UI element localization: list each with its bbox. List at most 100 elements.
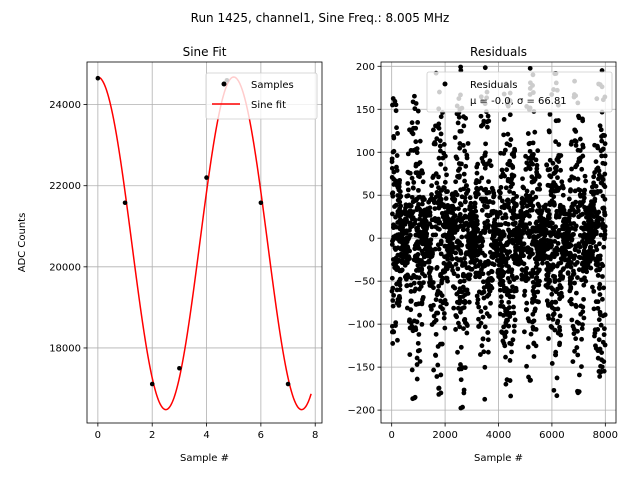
residual-point <box>434 266 440 271</box>
residual-point <box>532 308 538 314</box>
residual-point <box>536 256 542 262</box>
residual-point <box>474 170 480 176</box>
residual-point <box>574 260 580 265</box>
residual-point <box>481 349 487 355</box>
residual-point <box>597 286 602 291</box>
residual-point <box>511 288 517 294</box>
residual-point <box>408 307 414 313</box>
residual-point <box>422 273 428 279</box>
residual-point <box>560 252 566 258</box>
legend-residuals-marker <box>442 81 448 87</box>
residual-point <box>430 250 435 256</box>
residual-point <box>405 181 411 186</box>
residual-point <box>411 280 417 286</box>
residual-point <box>595 254 601 259</box>
residual-point <box>573 143 579 148</box>
residual-point <box>527 65 533 71</box>
residual-point <box>409 175 415 181</box>
residual-point <box>507 189 512 194</box>
residual-point <box>390 303 396 309</box>
residual-point <box>451 305 457 311</box>
legend-residuals-stats: μ = -0.0, σ = 66.81 <box>470 96 567 107</box>
residual-point <box>458 250 464 256</box>
residual-point <box>407 170 413 176</box>
residual-point <box>461 123 467 129</box>
residuals-ticks: 0 2000 4000 6000 8000 −200 −150 −100 −50 0 50 100 15… <box>348 62 619 441</box>
residual-point <box>411 257 417 263</box>
residual-point <box>571 271 577 277</box>
residual-point <box>531 354 537 359</box>
residual-point <box>393 255 399 261</box>
residual-point <box>546 129 552 135</box>
residual-point <box>599 369 604 374</box>
residual-point <box>557 296 563 302</box>
residual-point <box>533 220 539 226</box>
residual-point <box>556 277 562 283</box>
residual-point <box>461 305 467 310</box>
residual-point <box>491 194 496 200</box>
residual-point <box>567 298 573 304</box>
residuals-x-tick-label: 2000 <box>432 430 457 441</box>
sine-fit-y-tick-label: 22000 <box>49 181 81 192</box>
residual-point <box>438 251 444 257</box>
residual-point <box>484 311 490 317</box>
residuals-axes-frame <box>380 61 617 424</box>
residual-point <box>399 227 404 233</box>
residual-point <box>440 155 446 161</box>
residual-point <box>507 358 513 363</box>
residual-point <box>552 182 558 188</box>
residual-point <box>514 194 520 199</box>
residual-point <box>476 324 481 329</box>
residual-point <box>486 118 492 124</box>
residual-point <box>413 147 419 152</box>
residual-point <box>457 166 463 172</box>
residual-point <box>594 190 600 196</box>
residual-point <box>506 205 512 210</box>
residual-point <box>577 232 583 238</box>
residual-point <box>472 231 478 237</box>
residual-point <box>509 349 514 355</box>
residual-point <box>525 344 531 350</box>
residual-point <box>438 161 444 167</box>
residual-point <box>521 253 526 259</box>
residual-point <box>469 255 475 261</box>
residual-point <box>417 138 423 144</box>
residual-point <box>440 233 446 239</box>
residual-point <box>405 244 410 250</box>
residual-point <box>535 261 540 267</box>
residual-point <box>441 202 446 208</box>
residual-point <box>554 375 560 381</box>
residual-point <box>477 274 482 280</box>
residual-point <box>504 167 510 173</box>
residual-point <box>405 187 411 193</box>
residual-point <box>438 304 443 310</box>
residual-point <box>434 374 440 379</box>
residual-point <box>581 282 587 288</box>
residual-point <box>516 245 522 251</box>
residual-point <box>578 193 584 199</box>
residual-point <box>438 390 444 396</box>
residual-point <box>476 316 481 322</box>
residual-point <box>531 340 537 346</box>
residual-point <box>580 309 586 315</box>
residual-point <box>414 355 420 361</box>
residual-point <box>506 264 512 270</box>
residual-point <box>580 304 586 310</box>
residual-point <box>570 323 576 329</box>
residual-point <box>402 255 408 260</box>
residual-point <box>468 200 474 206</box>
residual-point <box>573 246 578 252</box>
residual-point <box>595 145 601 151</box>
residual-point <box>602 224 608 229</box>
residual-point <box>441 315 447 321</box>
residual-point <box>551 171 557 176</box>
residual-point <box>466 299 472 305</box>
residual-point <box>498 185 504 190</box>
residual-point <box>560 256 566 262</box>
residual-point <box>565 270 571 276</box>
residual-point <box>525 194 531 200</box>
residual-point <box>453 224 459 229</box>
residual-point <box>552 201 557 207</box>
residual-point <box>566 218 572 223</box>
